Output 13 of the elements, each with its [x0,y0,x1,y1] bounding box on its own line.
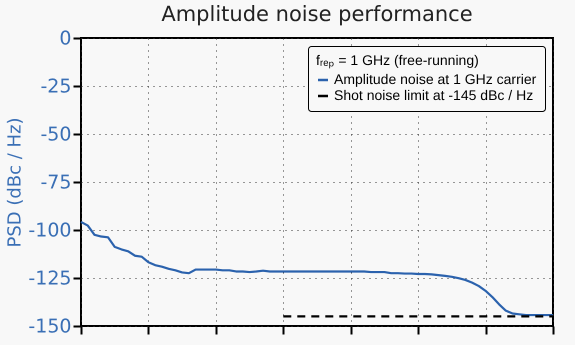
legend-label: Shot noise limit at -145 dBc / Hz [334,87,534,103]
y-tick-label: -100 [28,220,72,242]
chart-title: Amplitude noise performance [161,2,473,26]
y-axis-title: PSD (dBc / Hz) [4,117,26,248]
y-tick-label: -25 [40,76,72,98]
line-series [80,220,554,316]
y-tick-label: 0 [59,28,72,50]
legend-title: fᵣₑₚ = 1 GHz (free-running) [316,52,479,69]
y-tick-label: -125 [28,268,72,290]
y-tick-label: -150 [28,316,72,338]
y-tick-label: -50 [40,124,72,146]
legend-label: Amplitude noise at 1 GHz carrier [334,71,537,87]
y-tick-label: -75 [40,172,72,194]
